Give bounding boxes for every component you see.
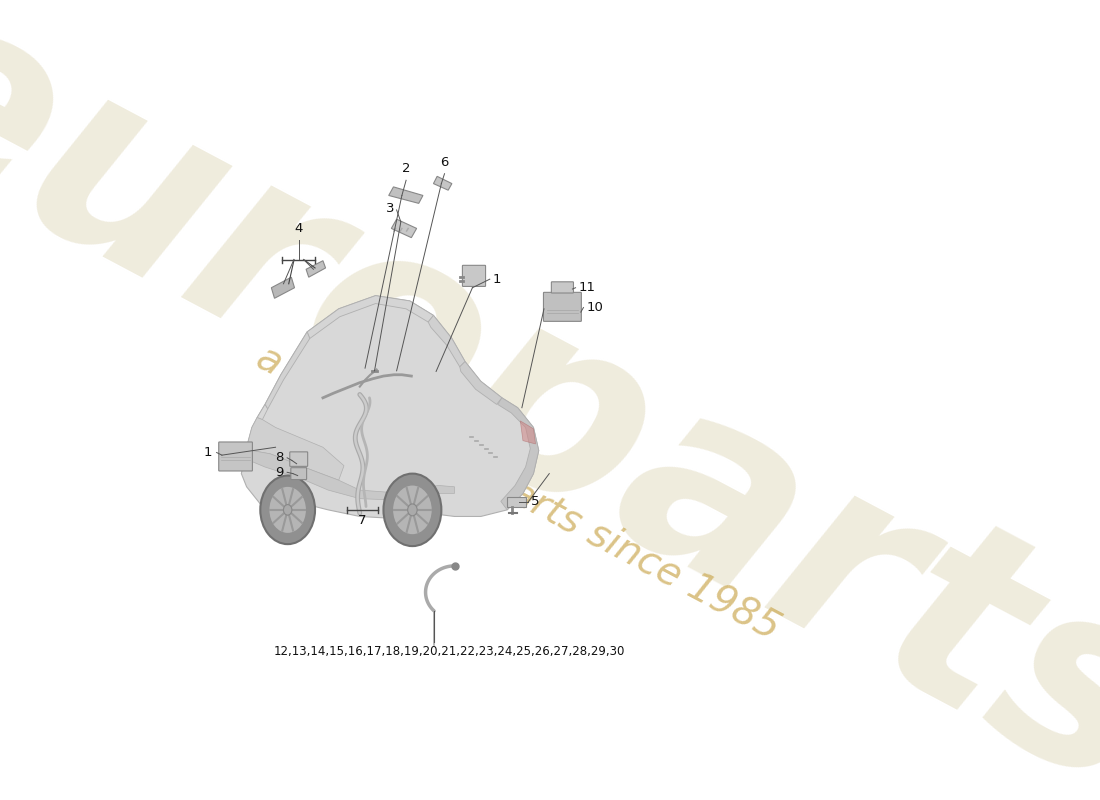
Polygon shape — [265, 332, 310, 409]
Polygon shape — [520, 421, 536, 444]
FancyBboxPatch shape — [551, 282, 573, 293]
Polygon shape — [507, 498, 526, 506]
Polygon shape — [257, 405, 267, 419]
Polygon shape — [250, 450, 454, 500]
Polygon shape — [241, 296, 539, 518]
Text: 1: 1 — [493, 273, 500, 286]
Polygon shape — [460, 362, 502, 405]
FancyBboxPatch shape — [289, 452, 308, 466]
FancyBboxPatch shape — [462, 266, 485, 286]
Text: 9: 9 — [275, 466, 284, 478]
Text: 1: 1 — [204, 446, 212, 459]
Circle shape — [384, 474, 441, 546]
Circle shape — [268, 486, 307, 534]
FancyBboxPatch shape — [543, 292, 582, 322]
Text: a passion for parts since 1985: a passion for parts since 1985 — [250, 338, 785, 648]
Text: 2: 2 — [402, 162, 410, 175]
Text: 10: 10 — [586, 301, 603, 314]
Text: 3: 3 — [386, 202, 395, 215]
Polygon shape — [307, 296, 433, 338]
Polygon shape — [306, 261, 326, 277]
Polygon shape — [497, 398, 539, 510]
Circle shape — [261, 475, 315, 544]
Circle shape — [408, 504, 417, 516]
FancyBboxPatch shape — [290, 468, 307, 479]
Polygon shape — [388, 187, 422, 203]
FancyBboxPatch shape — [219, 442, 252, 471]
Text: 4: 4 — [295, 222, 302, 235]
Text: 12,13,14,15,16,17,18,19,20,21,22,23,24,25,26,27,28,29,30: 12,13,14,15,16,17,18,19,20,21,22,23,24,2… — [274, 645, 625, 658]
Text: 7: 7 — [359, 514, 366, 527]
Polygon shape — [433, 176, 452, 190]
Text: 6: 6 — [440, 156, 449, 169]
Circle shape — [393, 485, 432, 535]
Text: 8: 8 — [275, 451, 284, 464]
Polygon shape — [428, 315, 465, 367]
Polygon shape — [392, 219, 417, 238]
Text: 5: 5 — [531, 495, 539, 509]
Circle shape — [284, 505, 292, 515]
Polygon shape — [246, 418, 344, 480]
Text: 11: 11 — [579, 282, 595, 294]
Polygon shape — [272, 277, 295, 298]
